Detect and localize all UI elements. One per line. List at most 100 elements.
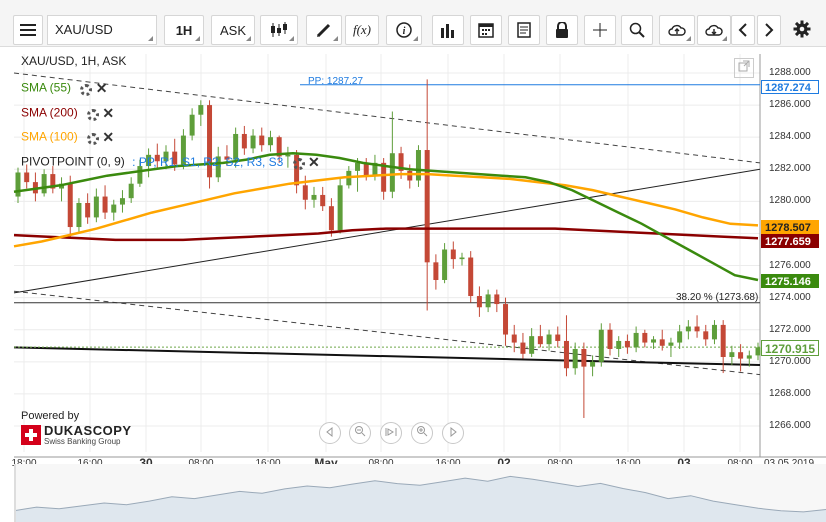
candle-body[interactable] (398, 153, 404, 171)
close-icon[interactable]: ✕ (95, 80, 108, 96)
navigator-handle-left[interactable] (14, 464, 16, 522)
candle-body[interactable] (642, 332, 648, 343)
candle-body[interactable] (685, 326, 691, 332)
candle-body[interactable] (485, 294, 491, 308)
candle-body[interactable] (729, 352, 735, 358)
candle-body[interactable] (320, 194, 326, 207)
candle-body[interactable] (529, 336, 535, 354)
candle-body[interactable] (442, 249, 448, 280)
candle-body[interactable] (651, 339, 657, 343)
candle-body[interactable] (555, 334, 561, 341)
candle-body[interactable] (511, 334, 517, 343)
lower-channel-line[interactable] (13, 290, 761, 376)
candle-body[interactable] (207, 105, 213, 178)
candle-body[interactable] (302, 185, 308, 200)
close-icon[interactable]: ✕ (102, 129, 115, 145)
candle-body[interactable] (137, 166, 143, 184)
candle-body[interactable] (694, 326, 700, 332)
bold-trend-line[interactable] (13, 346, 761, 367)
candle-body[interactable] (154, 154, 160, 162)
download-button[interactable] (697, 15, 731, 45)
info-button[interactable]: i (386, 15, 422, 45)
candle-body[interactable] (738, 352, 744, 359)
candle-body[interactable] (67, 183, 73, 228)
candle-body[interactable] (276, 137, 282, 157)
sma100-line[interactable] (13, 172, 759, 248)
gear-icon[interactable] (87, 108, 100, 121)
candle-body[interactable] (50, 174, 56, 189)
legend-sma200[interactable]: SMA (200) ✕ (21, 105, 114, 122)
candle-body[interactable] (102, 196, 108, 213)
close-icon[interactable]: ✕ (308, 154, 320, 170)
candle-body[interactable] (285, 154, 291, 157)
candle-body[interactable] (224, 156, 230, 160)
candle-body[interactable] (119, 198, 125, 205)
timeframe-select[interactable]: 1H (164, 15, 204, 45)
candle-body[interactable] (720, 324, 726, 358)
candle-body[interactable] (311, 194, 317, 200)
navigator-panel[interactable] (0, 464, 826, 522)
upload-button[interactable] (659, 15, 695, 45)
price-chart[interactable] (0, 46, 826, 518)
candle-body[interactable] (215, 156, 221, 178)
candle-body[interactable] (537, 336, 543, 345)
candle-body[interactable] (85, 202, 91, 218)
sma200-line[interactable] (13, 227, 759, 242)
gear-icon[interactable] (80, 83, 93, 96)
sma55-line[interactable] (13, 151, 759, 282)
legend-pivot[interactable]: PIVOTPOINT (0, 9) : PP, R1, S1, R2, S2, … (21, 154, 320, 171)
candle-body[interactable] (15, 172, 21, 197)
candle-body[interactable] (607, 329, 613, 349)
candle-body[interactable] (424, 150, 430, 263)
legend-sma100[interactable]: SMA (100) ✕ (21, 129, 114, 146)
lock-button[interactable] (546, 15, 578, 45)
candle-body[interactable] (450, 249, 456, 260)
candle-body[interactable] (563, 340, 569, 369)
candle-body[interactable] (494, 294, 500, 305)
side-select[interactable]: ASK (211, 15, 255, 45)
candle-body[interactable] (128, 183, 134, 199)
report-button[interactable] (508, 15, 540, 45)
gear-icon[interactable] (87, 132, 100, 145)
candle-body[interactable] (172, 151, 178, 165)
candle-body[interactable] (24, 172, 30, 183)
candle-body[interactable] (703, 331, 709, 340)
scroll-left-button[interactable] (319, 422, 341, 444)
candle-body[interactable] (590, 361, 596, 367)
candle-body[interactable] (755, 347, 761, 356)
calendar-button[interactable] (470, 15, 502, 45)
candle-body[interactable] (503, 304, 509, 335)
candle-body[interactable] (677, 331, 683, 343)
candle-body[interactable] (746, 355, 752, 359)
candle-body[interactable] (415, 150, 421, 181)
candle-body[interactable] (250, 135, 256, 149)
candle-body[interactable] (389, 153, 395, 192)
popout-button[interactable] (734, 58, 754, 78)
candle-body[interactable] (520, 342, 526, 354)
draw-tool-button[interactable] (306, 15, 342, 45)
candle-body[interactable] (616, 340, 622, 349)
candle-body[interactable] (111, 204, 117, 213)
legend-sma55[interactable]: SMA (55) ✕ (21, 80, 107, 97)
candle-body[interactable] (163, 151, 169, 162)
candle-body[interactable] (146, 154, 152, 167)
candle-body[interactable] (189, 114, 195, 136)
candle-body[interactable] (337, 185, 343, 231)
symbol-select[interactable]: XAU/USD (47, 15, 157, 45)
candle-body[interactable] (598, 329, 604, 362)
gear-icon[interactable] (292, 157, 305, 170)
fit-button[interactable] (380, 422, 402, 444)
crosshair-button[interactable] (584, 15, 616, 45)
candle-body[interactable] (468, 257, 474, 297)
candle-body[interactable] (624, 340, 630, 348)
scroll-back-button[interactable] (731, 15, 755, 45)
candle-body[interactable] (41, 174, 47, 194)
indicators-button[interactable]: f(x) (345, 15, 379, 45)
candle-body[interactable] (328, 206, 334, 231)
candle-body[interactable] (407, 170, 413, 181)
zoom-in-button[interactable] (411, 422, 433, 444)
candle-body[interactable] (476, 296, 482, 308)
candle-body[interactable] (355, 162, 361, 171)
candle-body[interactable] (267, 137, 273, 146)
zoom-out-button[interactable] (349, 422, 371, 444)
